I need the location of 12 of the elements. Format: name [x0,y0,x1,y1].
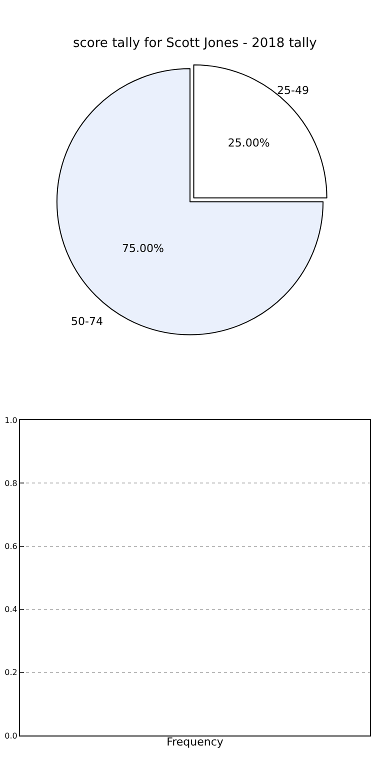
x-axis-title: Frequency [166,736,224,749]
y-tick-label: 0.2 [4,668,18,678]
y-tick-label: 0.6 [4,542,18,552]
data-label: 75.00% [122,242,164,256]
slice-label: 25-49 [277,84,309,97]
y-tick-label: 0.8 [4,479,18,488]
data-label: 25.00% [228,136,270,150]
chart-title: score tally for Scott Jones - 2018 tally [73,36,318,51]
y-tick-label: 0.0 [4,731,18,740]
y-tick-label: 0.4 [4,605,18,614]
y-tick-label: 1.0 [4,416,18,425]
slice-label: 50-74 [71,315,103,328]
